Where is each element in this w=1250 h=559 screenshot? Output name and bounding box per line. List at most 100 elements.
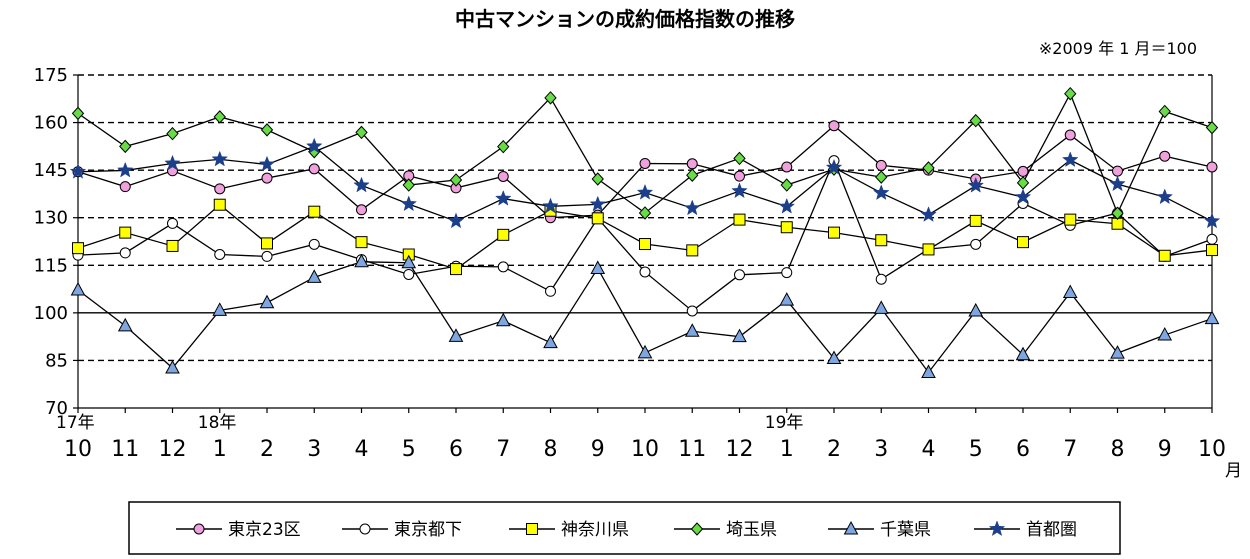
data-point [970,238,982,250]
data-point [731,182,748,199]
data-point [778,197,796,214]
data-point [1158,104,1171,119]
year-label: 17年 [56,413,95,433]
data-point [119,181,131,193]
data-point [1159,150,1171,162]
series-4 [70,253,1220,378]
x-tick-label: 12 [159,437,187,462]
data-point [638,206,652,220]
data-point [969,113,982,128]
data-point [259,294,275,309]
year-label: 19年 [765,413,804,433]
data-point [686,244,699,257]
data-point [305,137,323,154]
y-tick-label: 175 [34,65,68,86]
data-point [258,155,276,172]
data-point [165,359,180,374]
x-tick-label: 8 [1111,437,1125,462]
data-point [448,328,464,342]
data-point [781,161,793,173]
y-tick-label: 85 [45,350,68,371]
x-tick-label: 2 [827,437,841,462]
data-point [969,214,982,227]
data-point [355,236,368,249]
data-point [261,172,273,184]
x-tick-label: 9 [1158,437,1172,462]
legend-label: 千葉県 [880,520,931,540]
legend-item: 首都圏 [974,520,1077,540]
x-tick-label: 1 [213,437,227,462]
legend-label: 東京都下 [394,520,462,540]
data-point [732,328,747,343]
x-tick-label: 5 [969,437,983,462]
data-point [686,158,698,170]
data-point [69,163,87,179]
data-point [117,317,133,332]
year-label: 18年 [198,413,237,433]
base-note: ※2009 年 1 月＝100 [1039,39,1197,58]
data-point [70,281,86,296]
y-tick-label: 70 [45,398,68,419]
legend-marker [988,520,1006,537]
data-point [828,226,840,239]
chart-title: 中古マンションの成約価格指数の推移 [455,7,795,31]
data-point [306,269,322,283]
data-point [875,170,888,184]
data-point [1064,86,1077,101]
data-point [1112,165,1123,177]
data-point [589,195,607,212]
data-point [734,269,745,281]
x-tick-label: 3 [307,437,321,462]
legend-label: 首都圏 [1026,520,1077,540]
data-point [401,254,417,269]
series-layer [69,86,1221,378]
data-point [308,163,320,175]
legend-marker [843,520,859,535]
data-point [354,253,369,268]
data-point [734,170,745,182]
data-point [1062,284,1078,299]
data-point [686,305,698,317]
data-point [636,183,654,200]
data-point [780,221,793,234]
data-point [639,266,651,278]
data-point [591,172,604,186]
data-point [733,151,746,166]
data-point [922,243,935,256]
data-point [779,292,795,306]
data-point [308,205,321,218]
data-point [875,234,888,247]
data-point [545,285,556,297]
data-point [494,189,512,206]
data-point [544,91,557,105]
data-point [1017,236,1029,249]
data-point [1206,233,1218,245]
x-tick-label: 4 [355,437,369,462]
month-unit-label: 月 [1225,461,1242,481]
data-point [1109,175,1126,192]
data-point [1111,206,1124,221]
data-point [260,123,274,137]
y-tick-label: 115 [34,255,68,276]
x-tick-label: 11 [678,437,706,462]
data-point [164,154,181,171]
data-point [212,302,228,316]
legend-label: 東京23区 [228,520,301,540]
legend-item: 神奈川県 [509,520,629,540]
data-point [261,250,273,262]
data-point [1206,161,1218,173]
data-point [1206,244,1218,257]
legend-label: 神奈川県 [561,520,629,540]
data-point [353,176,370,193]
data-point [968,302,984,317]
data-point [72,242,84,255]
x-tick-label: 4 [922,437,936,462]
data-point [211,150,229,167]
data-point [213,110,226,124]
x-tick-label: 6 [1016,437,1030,462]
x-tick-label: 5 [402,437,416,462]
data-point [1205,120,1219,135]
x-tick-label: 3 [874,437,888,462]
legend-label: 埼玉県 [726,520,777,540]
